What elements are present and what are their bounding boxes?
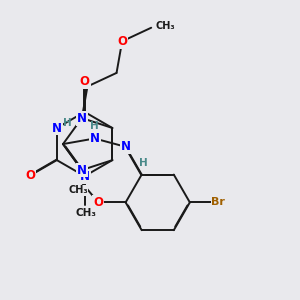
Text: O: O (80, 75, 90, 88)
Text: CH₃: CH₃ (156, 21, 175, 31)
Text: O: O (93, 196, 103, 209)
Text: O: O (26, 169, 35, 182)
Text: Br: Br (212, 197, 225, 207)
Text: N: N (77, 112, 87, 124)
Text: N: N (52, 122, 62, 134)
Text: CH₃: CH₃ (76, 208, 97, 218)
Text: H: H (139, 158, 148, 168)
Text: N: N (77, 164, 87, 176)
Text: CH₃: CH₃ (68, 185, 88, 195)
Text: O: O (117, 35, 127, 48)
Text: H: H (90, 121, 99, 131)
Text: N: N (90, 132, 100, 145)
Text: N: N (80, 170, 90, 183)
Text: N: N (121, 140, 130, 153)
Text: H: H (63, 118, 72, 128)
